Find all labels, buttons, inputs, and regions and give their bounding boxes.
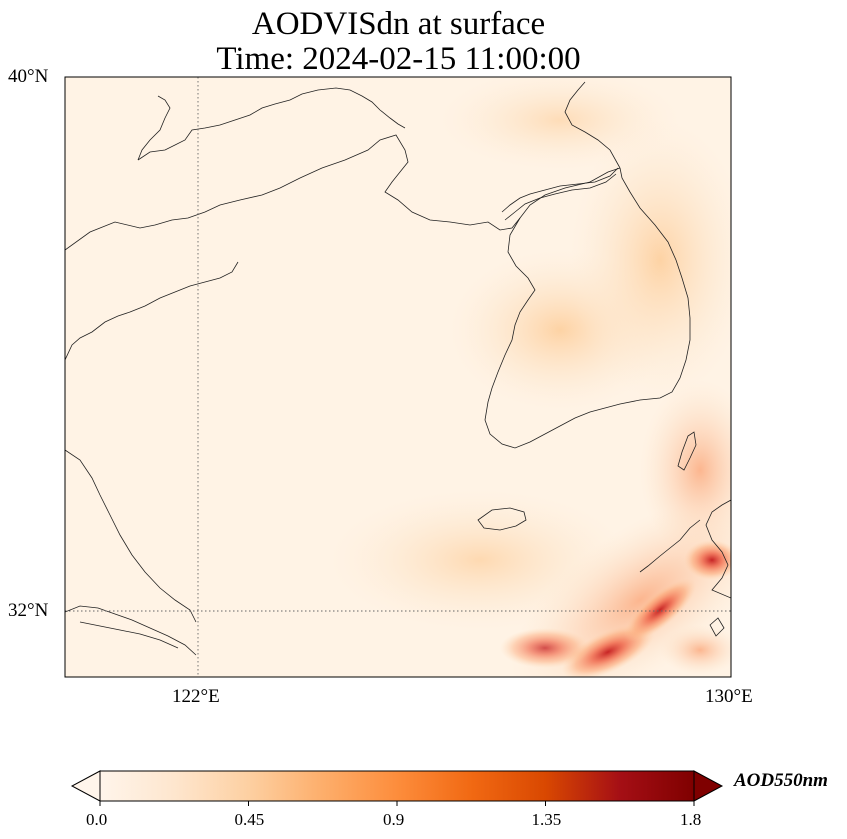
colorbar-tick-label: 1.35 — [531, 810, 562, 829]
colorbar-tick-label: 1.8 — [680, 810, 702, 829]
colorbar-tick-label: 0.0 — [86, 810, 108, 829]
gridlines — [65, 77, 731, 677]
lat-tick-40N: 40°N — [8, 66, 49, 87]
lon-tick-122E: 122°E — [172, 686, 220, 707]
aod-field — [65, 77, 731, 677]
aod-hotspot-4 — [684, 540, 731, 580]
aod-hotspot-2 — [500, 628, 590, 668]
colorbar-title: AOD550nm — [734, 770, 828, 791]
aod-patch-east — [570, 120, 731, 400]
colorbar — [99, 770, 695, 802]
lon-tick-130E: 130°E — [705, 686, 753, 707]
map-title: AODVISdn at surface — [251, 6, 546, 42]
colorbar-ticks — [99, 801, 695, 806]
colorbar-tick-label: 0.45 — [234, 810, 265, 829]
coastlines — [65, 81, 731, 656]
lat-tick-32N: 32°N — [8, 600, 49, 621]
aod-patch-north — [440, 77, 680, 170]
colorbar-tick-label: 0.9 — [383, 810, 405, 829]
map-frame — [64, 76, 732, 678]
colorbar-extend-min — [70, 770, 101, 802]
colorbar-extend-max — [693, 770, 724, 802]
aod-patch-se-corner — [660, 625, 731, 675]
aod-hotspot-3 — [624, 578, 696, 642]
map-subtitle-time: Time: 2024-02-15 11:00:00 — [216, 41, 581, 77]
